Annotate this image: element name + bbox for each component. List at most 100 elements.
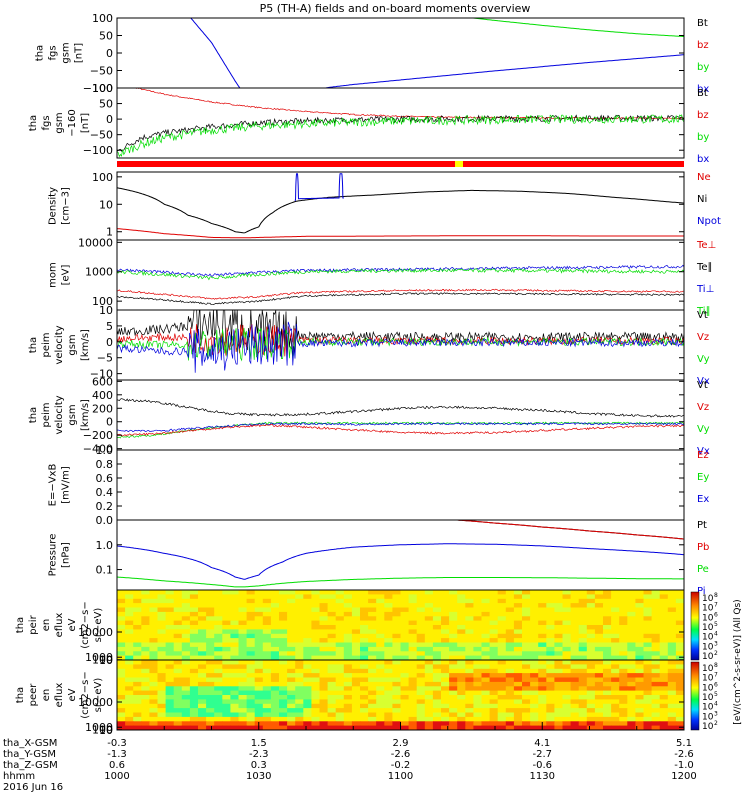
y-tick-label: 0.2: [96, 500, 114, 513]
y-axis-label: −160: [67, 109, 78, 136]
footer-value: 1200: [671, 771, 696, 782]
y-axis-label: eV: [67, 688, 78, 701]
legend-Pb: Pb: [697, 542, 709, 553]
y-tick-label: 1.0: [96, 539, 114, 552]
series-fgs1-bx: [190, 18, 684, 88]
footer-value: -2.6: [674, 749, 694, 760]
legend-Ti∥: Ti∥: [696, 306, 711, 317]
y-axis-label: eflux: [54, 683, 65, 708]
y-tick-label: −400: [83, 443, 113, 456]
colorbar-tick: 10: [702, 652, 714, 662]
colorbar-tick: 10: [702, 613, 714, 623]
panel-frame: [116, 309, 685, 381]
y-tick-label: 10: [99, 304, 113, 317]
colorbar-tick-exponent: 8: [714, 592, 718, 599]
y-axis-label: tha: [28, 115, 39, 131]
colorbar-tick-exponent: 4: [714, 631, 718, 638]
legend-Vz: Vz: [697, 402, 709, 413]
colorbar-tick: 10: [702, 664, 714, 674]
footer-row-label: hhmm: [3, 771, 35, 782]
y-tick-label: 10000: [78, 696, 113, 709]
legend-Ex: Ex: [697, 494, 709, 505]
colorbar-tick: 10: [702, 623, 714, 633]
footer-value: 0.6: [109, 760, 125, 771]
footer-value: -1.0: [674, 760, 694, 771]
legend-bz: bz: [697, 110, 709, 121]
y-axis-label: [mV/m]: [61, 466, 72, 504]
y-axis-label: tha: [15, 617, 26, 633]
y-axis-label: Density: [48, 187, 59, 225]
y-tick-label: 0.4: [96, 486, 114, 499]
series-vel_e-Vx: [117, 321, 684, 373]
y-axis-label: [cm−3]: [61, 187, 72, 225]
legend-Ni: Ni: [697, 194, 707, 205]
colorbar-tick-exponent: 4: [714, 701, 718, 708]
colorbar-tick-exponent: 2: [714, 650, 718, 657]
y-tick-label: 600: [92, 375, 113, 388]
footer-value: -0.2: [391, 760, 411, 771]
footer-value: 1.5: [251, 738, 267, 749]
y-axis-label: gsm: [54, 112, 65, 133]
footer-value: 1100: [388, 771, 413, 782]
y-axis-label: [km/s]: [80, 399, 91, 431]
y-axis-label: Pressure: [48, 534, 59, 577]
y-tick-label: −5: [97, 352, 113, 365]
colorbar-tick: 10: [702, 703, 714, 713]
y-tick-label: 10000: [78, 236, 113, 249]
footer-value: 4.1: [534, 738, 550, 749]
y-axis-label: en: [41, 619, 52, 632]
y-axis-label: [eV]: [61, 265, 72, 286]
y-tick-label: 100: [92, 12, 113, 25]
legend-Pi: Pi: [697, 586, 706, 597]
y-tick-label: 1000: [85, 721, 113, 734]
colorbar-tick-exponent: 5: [714, 691, 718, 698]
y-tick-label: 100: [92, 724, 113, 737]
footer-row-label: tha_Z-GSM: [3, 760, 58, 771]
legend-Pe: Pe: [697, 564, 709, 575]
y-tick-label: 10000: [78, 626, 113, 639]
panel-frame: [116, 17, 685, 89]
colorbar-tick: 10: [702, 683, 714, 693]
footer-value: 1130: [530, 771, 555, 782]
legend-Te⊥: Te⊥: [696, 240, 716, 251]
y-tick-label: −100: [83, 144, 113, 157]
panel-frame: [116, 171, 685, 241]
panel-frame: [116, 449, 685, 521]
y-tick-label: −50: [90, 65, 113, 78]
series-fgs2-by: [117, 114, 684, 158]
series-temp-Ti⊥: [117, 264, 684, 277]
y-axis-label: peir: [28, 614, 39, 634]
y-tick-label: 200: [92, 402, 113, 415]
y-tick-label: 0.1: [96, 564, 114, 577]
status-bar: [117, 161, 684, 167]
footer-value: -2.3: [249, 749, 269, 760]
y-tick-label: 100: [92, 654, 113, 667]
colorbar: 10 810 710 610 510 410 310 210 810 710 610 510 410 31…: [690, 591, 743, 732]
panel-pressure: 1.0 0.1 Pressure [nPa] Pt Pb Pe Pi: [48, 519, 709, 597]
panel-frame: [116, 379, 685, 451]
series-vel_i-Vz: [117, 423, 684, 437]
colorbar-tick-exponent: 7: [714, 602, 718, 609]
y-tick-label: 1000: [85, 651, 113, 664]
y-tick-label: 0.8: [96, 458, 114, 471]
footer-value: -0.6: [532, 760, 552, 771]
legend-bz: bz: [697, 40, 709, 51]
y-tick-label: −50: [90, 129, 113, 142]
y-axis-label: [nT]: [74, 43, 85, 63]
series-vel_e-Vy: [117, 326, 684, 362]
panel-frame: [116, 239, 685, 311]
colorbar-tick-exponent: 3: [714, 710, 718, 717]
footer-value: 2.9: [393, 738, 409, 749]
series-fgs2-bz: [135, 88, 684, 120]
series-temp-Te⊥: [117, 288, 684, 300]
y-axis-label: mom: [48, 262, 59, 288]
colorbar-tick-exponent: 8: [714, 662, 718, 669]
y-axis-label: sr−eV): [93, 608, 104, 643]
y-axis-label: tha: [28, 407, 39, 423]
y-tick-label: 5: [106, 320, 113, 333]
y-axis-label: velocity: [54, 395, 65, 434]
colorbar-tick-exponent: 7: [714, 672, 718, 679]
